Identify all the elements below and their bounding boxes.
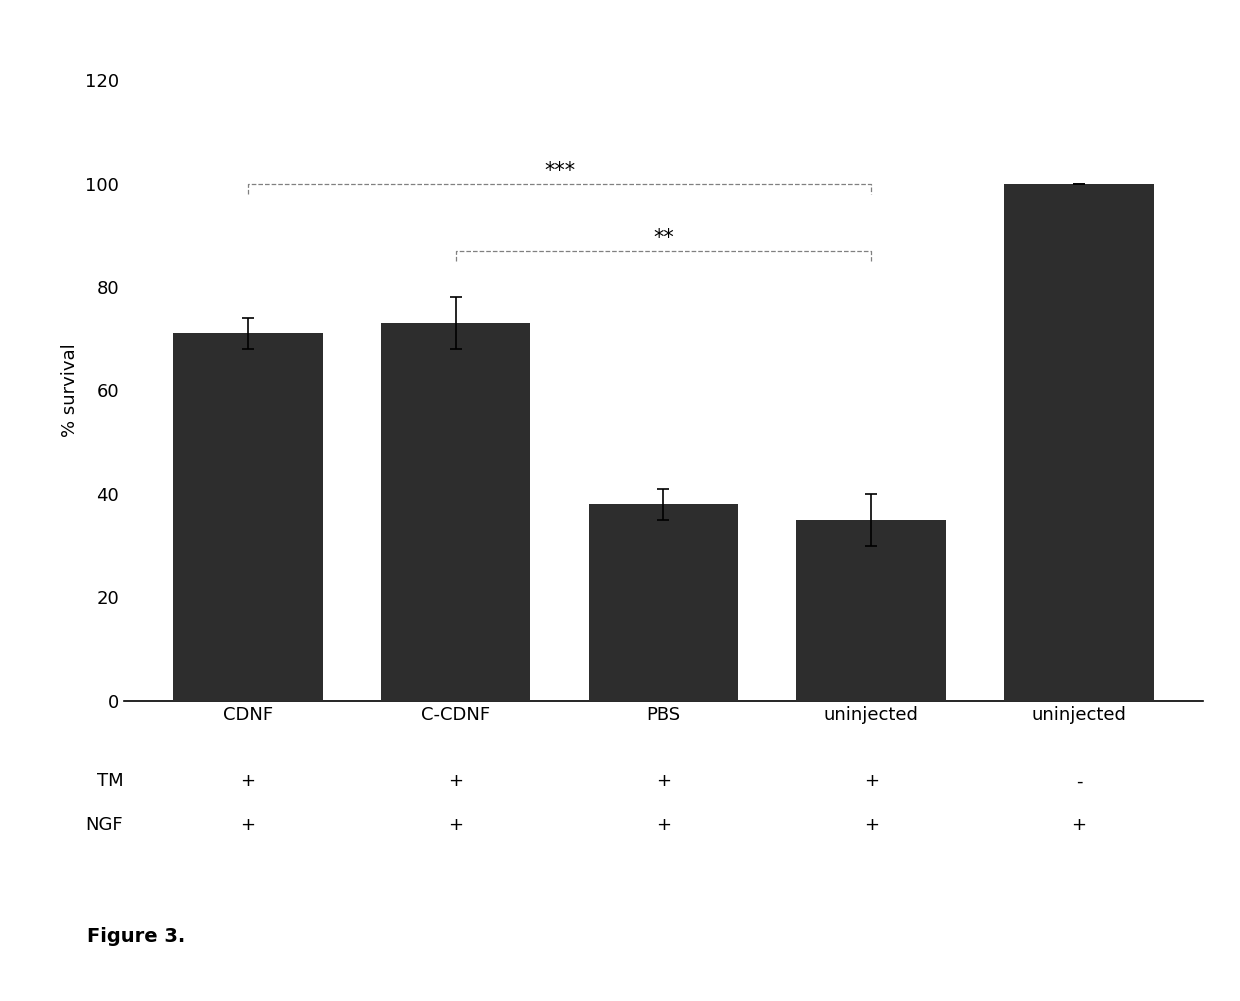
Text: +: + (656, 773, 671, 791)
Text: ***: *** (544, 161, 575, 181)
Text: +: + (241, 773, 255, 791)
Text: +: + (448, 816, 463, 834)
Bar (589, 505, 738, 701)
Text: -: - (1076, 773, 1083, 791)
Text: +: + (1071, 816, 1086, 834)
Bar (381, 323, 531, 701)
Bar (796, 520, 946, 701)
Text: +: + (241, 816, 255, 834)
Text: +: + (448, 773, 463, 791)
Text: Figure 3.: Figure 3. (87, 927, 185, 946)
Text: TM: TM (97, 773, 123, 791)
Text: +: + (864, 773, 879, 791)
Bar (174, 333, 322, 701)
Y-axis label: % survival: % survival (62, 343, 79, 437)
Text: +: + (656, 816, 671, 834)
Text: NGF: NGF (86, 816, 123, 834)
Text: **: ** (653, 228, 673, 248)
Bar (1004, 183, 1153, 701)
Text: +: + (864, 816, 879, 834)
